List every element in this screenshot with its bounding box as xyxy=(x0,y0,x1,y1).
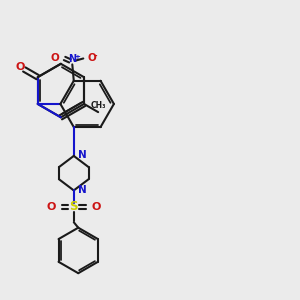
Text: N: N xyxy=(78,185,86,195)
Text: O: O xyxy=(51,53,59,64)
Text: N: N xyxy=(68,53,76,64)
Text: N: N xyxy=(78,150,86,160)
Text: O: O xyxy=(92,202,101,212)
Text: O: O xyxy=(46,202,56,212)
Text: +: + xyxy=(75,54,81,60)
Text: O: O xyxy=(16,62,25,72)
Text: CH₃: CH₃ xyxy=(90,101,106,110)
Text: -: - xyxy=(94,52,97,61)
Text: S: S xyxy=(70,200,78,213)
Text: O: O xyxy=(87,53,96,64)
